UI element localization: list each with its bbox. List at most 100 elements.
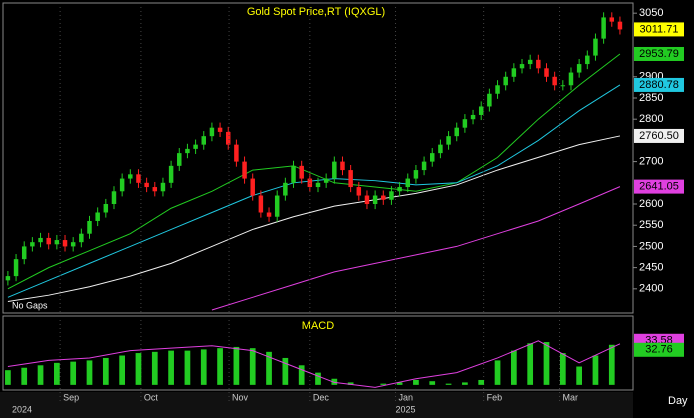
histogram-bar	[592, 355, 599, 385]
histogram-bar	[151, 351, 158, 385]
candle-body	[560, 85, 566, 87]
moving-average	[7, 53, 621, 290]
histogram-bar	[5, 370, 11, 385]
histogram-bar	[510, 350, 517, 385]
histogram-bar	[37, 365, 44, 385]
y-tick-label: 2850	[639, 92, 663, 104]
histogram-bar	[315, 372, 321, 385]
y-tick-label: 2450	[639, 262, 663, 274]
x-tick-label: Jan	[399, 392, 414, 402]
x-tick-label: Feb	[487, 392, 503, 402]
histogram-bar	[347, 382, 354, 385]
candle-body	[348, 170, 353, 188]
candle-body	[356, 187, 362, 196]
y-tick-label: 3050	[639, 7, 663, 19]
price-box	[634, 342, 684, 357]
y-tick-label: 2400	[639, 283, 663, 295]
candle-body	[609, 17, 615, 22]
candle-body	[70, 242, 76, 247]
candle-body	[495, 85, 500, 94]
price-box	[634, 46, 684, 61]
candle-body	[38, 237, 43, 243]
y-tick-label: 2700	[639, 156, 663, 168]
candle-body	[136, 174, 141, 183]
candle-body	[536, 59, 541, 69]
candle-body	[111, 191, 117, 205]
histogram-bar	[282, 357, 289, 385]
candle-body	[527, 59, 533, 65]
price-box	[634, 179, 684, 194]
candle-body	[462, 119, 468, 128]
candle-body	[413, 170, 419, 179]
candle-body	[332, 161, 337, 179]
x-tick-label: Mar	[563, 392, 579, 402]
candle-body	[593, 38, 598, 56]
candle-body	[381, 195, 386, 200]
candle-body	[307, 178, 313, 188]
histogram-bar	[54, 362, 60, 385]
macd-line	[7, 340, 621, 388]
y-tick-label: 2800	[639, 113, 663, 125]
histogram-bar	[478, 379, 485, 385]
histogram-bar	[543, 342, 550, 385]
candle-body	[274, 195, 280, 217]
candle-body	[185, 148, 190, 154]
candle-body	[62, 240, 68, 247]
candle-body	[446, 136, 451, 145]
x-tick-label: Nov	[232, 392, 249, 402]
y-tick-label: 2600	[639, 198, 663, 210]
moving-average	[211, 186, 621, 311]
price-box-label: 2880.78	[639, 79, 679, 91]
candle-body	[340, 161, 345, 171]
histogram-bar	[527, 343, 534, 385]
candle-body	[258, 195, 264, 213]
candle-body	[323, 178, 329, 183]
year-label: 2025	[396, 404, 416, 414]
candle-body	[397, 187, 402, 192]
macd-title: MACD	[302, 320, 334, 332]
histogram-bar	[233, 346, 240, 385]
y-tick-label: 2550	[639, 219, 663, 231]
x-tick-label: Dec	[313, 392, 330, 402]
candle-body	[54, 240, 60, 245]
candle-body	[478, 106, 484, 115]
candle-body	[79, 233, 84, 243]
histogram-bar	[429, 381, 436, 385]
candle-body	[13, 259, 19, 277]
candle-body	[95, 212, 100, 221]
histogram-bar	[445, 383, 452, 385]
candle-body	[544, 68, 549, 77]
candle-body	[299, 165, 304, 179]
histogram-bar	[102, 357, 109, 385]
histogram-bar	[298, 365, 305, 385]
candle-body	[193, 144, 198, 149]
candle-body	[487, 93, 492, 107]
candle-body	[5, 276, 11, 281]
candle-body	[552, 76, 557, 86]
candle-body	[46, 237, 51, 245]
y-tick-label: 2500	[639, 240, 663, 252]
candle-body	[389, 191, 394, 200]
histogram-bar	[559, 353, 566, 385]
candle-body	[177, 153, 182, 166]
annotation: No Gaps	[12, 300, 48, 310]
histogram-bar	[135, 353, 142, 385]
price-box-label: 2953.79	[639, 48, 679, 60]
histogram-bar	[200, 349, 207, 385]
histogram-bar	[380, 383, 387, 385]
candle-body	[209, 127, 215, 137]
histogram-bar	[168, 350, 174, 385]
candle-body	[234, 144, 239, 162]
candle-body	[283, 182, 288, 196]
candle-body	[568, 72, 574, 86]
candle-body	[601, 17, 606, 39]
candle-body	[454, 127, 459, 137]
histogram-bar	[119, 355, 126, 385]
x-unit: Day	[668, 395, 688, 407]
x-tick-label: Oct	[144, 392, 159, 402]
candle-body	[103, 204, 109, 213]
x-tick-label: Sep	[63, 392, 79, 402]
candle-body	[119, 178, 125, 192]
histogram-bar	[217, 348, 223, 385]
price-panel	[2, 2, 634, 314]
